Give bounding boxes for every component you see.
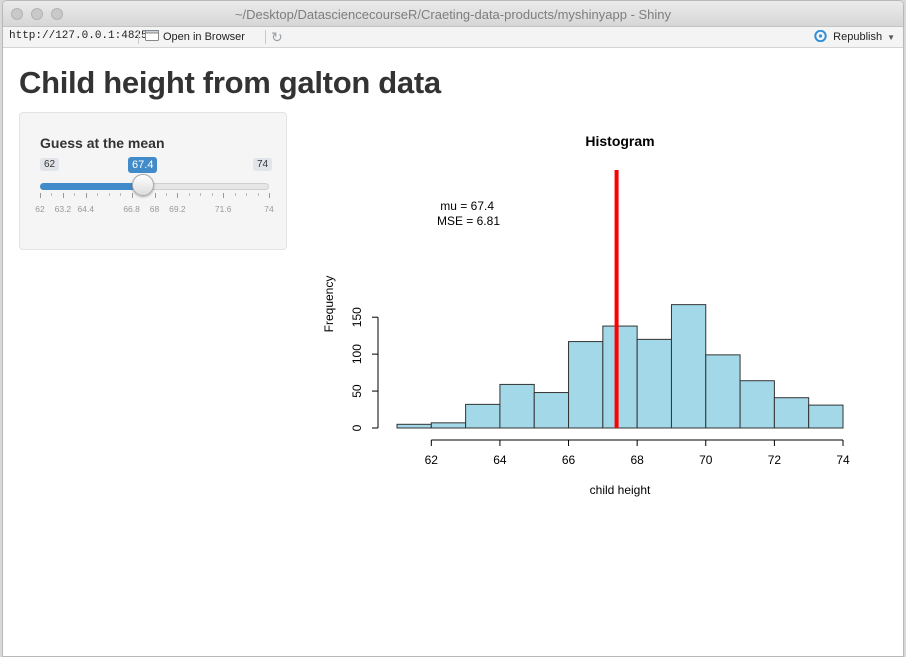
histogram-bar	[499, 383, 535, 429]
slider-handle[interactable]	[132, 174, 155, 196]
slider-max-badge: 74	[253, 158, 273, 171]
x-tick-label: 62	[425, 453, 439, 467]
slider-tick	[200, 193, 202, 196]
mu-annotation: mu = 67.4	[440, 199, 494, 213]
slider-tick-label: 66.8	[123, 204, 140, 214]
histogram-bar	[739, 380, 775, 429]
open-in-browser-button[interactable]: Open in Browser	[145, 29, 245, 45]
slider-tick	[51, 193, 53, 196]
slider-tick	[188, 193, 190, 196]
x-tick-label: 70	[699, 453, 713, 467]
x-tick-label: 72	[768, 453, 782, 467]
histogram-bar	[773, 397, 810, 429]
slider-tick	[62, 193, 64, 198]
y-tick-label: 0	[350, 424, 364, 431]
y-tick-label: 50	[350, 384, 364, 398]
viewer-toolbar: http://127.0.0.1:4825 Open in Browser ↻ …	[3, 27, 903, 48]
toolbar-divider	[138, 30, 139, 44]
slider-label: Guess at the mean	[40, 135, 165, 151]
slider-tick	[211, 193, 213, 196]
sidebar-panel: Guess at the mean 62 74 67.4 62 63.2 64.4 6…	[19, 112, 287, 250]
slider-tick-label: 74	[264, 204, 274, 214]
histogram-chart: Histogram child height Frequency mu = 67…	[322, 133, 850, 497]
x-tick-label: 64	[493, 453, 507, 467]
publish-icon	[813, 29, 828, 45]
slider-tick	[269, 193, 270, 198]
chevron-down-icon[interactable]: ▼	[887, 32, 895, 42]
refresh-icon[interactable]: ↻	[271, 29, 283, 45]
slider-tick	[177, 193, 179, 198]
republish-button[interactable]: Republish ▼	[813, 29, 895, 45]
slider-tick	[257, 193, 259, 196]
x-tick-label: 74	[836, 453, 850, 467]
slider-tick	[97, 193, 99, 196]
slider-value-badge: 67.4	[128, 157, 158, 173]
x-tick-label: 66	[562, 453, 576, 467]
title-bar: ~/Desktop/DatasciencecourseR/Craeting-da…	[3, 1, 903, 27]
slider-tick	[223, 193, 225, 198]
window-title: ~/Desktop/DatasciencecourseR/Craeting-da…	[234, 7, 672, 22]
chart-title: Histogram	[585, 133, 654, 149]
y-axis-label: Frequency	[322, 276, 336, 333]
histogram-bar	[533, 392, 570, 429]
slider-tick	[154, 193, 156, 198]
x-tick-label: 68	[630, 453, 644, 467]
zoom-window-button[interactable]	[51, 8, 63, 20]
slider-tick	[165, 193, 167, 196]
slider-tick	[120, 193, 122, 196]
slider-tick	[74, 193, 76, 196]
slider-tick	[246, 193, 248, 196]
mse-annotation: MSE = 6.81	[437, 214, 500, 228]
toolbar-divider	[265, 30, 266, 44]
x-axis-label: child height	[590, 483, 651, 497]
url-display[interactable]: http://127.0.0.1:4825	[9, 30, 148, 42]
slider-fill	[40, 183, 144, 190]
browser-icon	[145, 30, 159, 44]
slider-tick	[234, 193, 236, 196]
histogram-bar	[396, 423, 432, 429]
histogram-bar	[705, 354, 741, 429]
slider-tick-label: 64.4	[77, 204, 95, 214]
minimize-window-button[interactable]	[31, 8, 43, 20]
republish-label: Republish	[833, 31, 883, 43]
slider-tick-label: 63.2	[54, 204, 72, 214]
histogram-bar	[465, 403, 501, 429]
page-title: Child height from galton data	[19, 65, 441, 100]
histogram-bar	[568, 341, 604, 429]
slider-tick	[131, 193, 133, 198]
histogram-bar	[430, 422, 467, 429]
slider-tick	[40, 193, 41, 198]
slider-tick-label: 68	[149, 204, 160, 214]
slider-tick-label: 71.6	[214, 204, 232, 214]
slider-min-badge: 62	[40, 158, 60, 171]
y-tick-label: 100	[350, 344, 364, 364]
histogram-bar	[808, 404, 844, 429]
histogram-bar	[602, 325, 638, 429]
slider-tick-label: 62	[35, 204, 45, 214]
y-tick-label: 150	[350, 307, 364, 327]
app-content: Child height from galton data Guess at t…	[3, 48, 903, 656]
slider-tick	[108, 193, 110, 196]
histogram-bar	[670, 304, 707, 429]
slider-tick-label: 69.2	[169, 204, 186, 214]
close-window-button[interactable]	[11, 8, 23, 20]
histogram-bar	[636, 338, 672, 429]
open-in-browser-label: Open in Browser	[163, 31, 245, 43]
slider-tick	[85, 193, 87, 198]
